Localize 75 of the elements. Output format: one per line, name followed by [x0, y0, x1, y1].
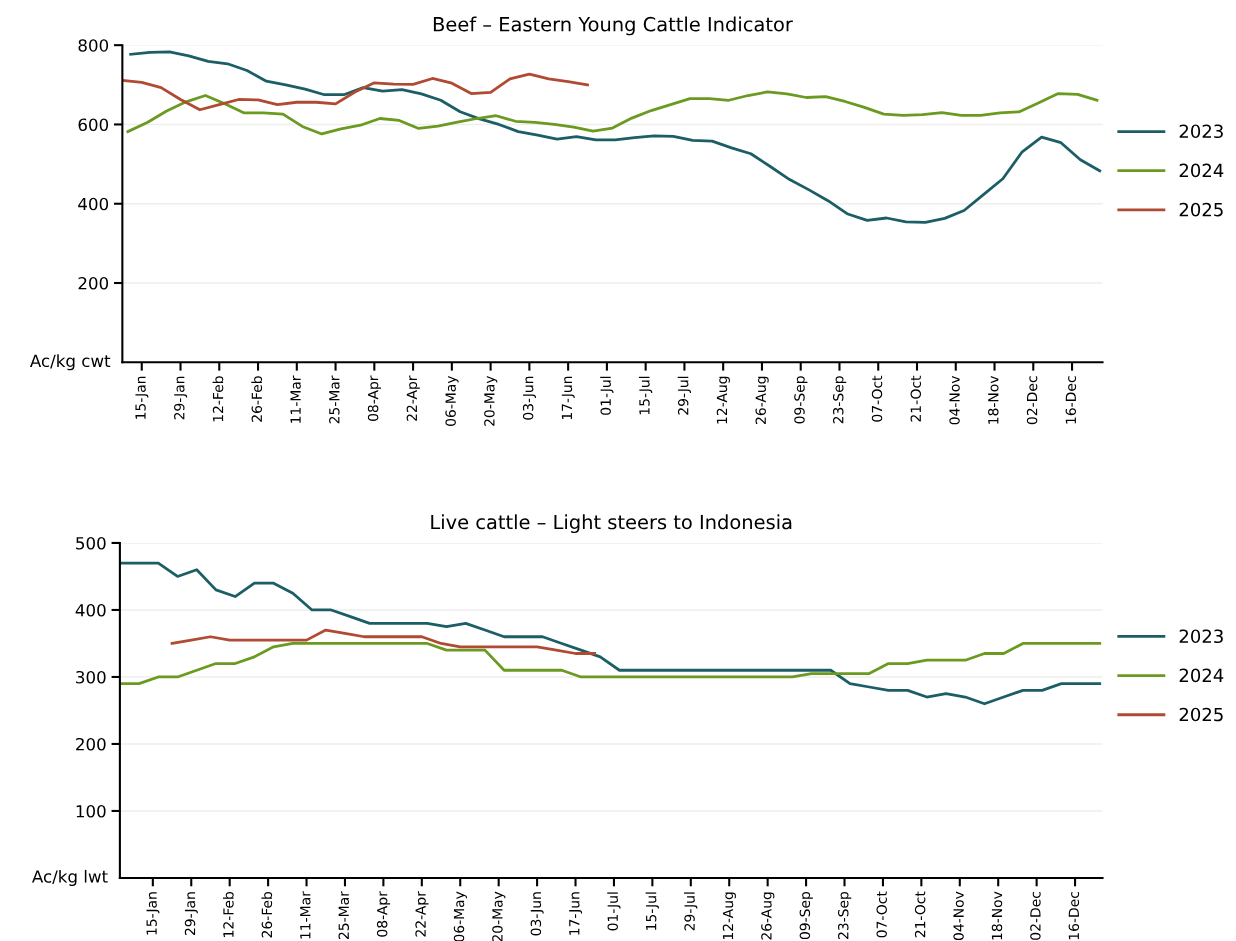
x-tick-label: 06-May	[453, 891, 467, 941]
x-tick-label: 16-Dec	[1068, 892, 1080, 940]
chart-title: Beef – Eastern Young Cattle Indicator	[433, 16, 793, 36]
y-axis-title: Ac/kg lwt	[32, 869, 108, 887]
x-tick-label: 25-Mar	[329, 375, 340, 424]
x-tick-label: 03-Jun	[530, 892, 544, 936]
line-series	[119, 561, 1102, 706]
y-axis-title: Ac/kg cwt	[29, 354, 111, 371]
x-tick-label: 08-Apr	[376, 891, 391, 937]
x-tick-label: 01-Jul	[600, 376, 614, 415]
legend-label: 2023	[1179, 124, 1223, 139]
x-tick-label: 21-Oct	[914, 891, 926, 938]
x-tick-label: 17-Jun	[561, 376, 575, 420]
chart-title: Live cattle – Light steers to Indonesia	[431, 514, 792, 534]
x-tick-label: 07-Oct	[871, 375, 883, 422]
x-tick-label: 16-Dec	[1065, 376, 1077, 424]
x-tick-label: 11-Mar	[300, 891, 311, 939]
y-tick-label: 600	[78, 118, 109, 132]
legend-label: 2025	[1179, 202, 1223, 217]
x-tick-label: 02-Dec	[1030, 892, 1041, 940]
x-tick-label: 22-Apr	[406, 375, 420, 421]
x-tick-label: 18-Nov	[988, 375, 999, 424]
x-tick-label: 22-Apr	[415, 891, 429, 937]
x-tick-label: 29-Jan	[184, 892, 198, 936]
x-tick-label: 02-Dec	[1026, 376, 1038, 425]
x-tick-label: 29-Jul	[684, 892, 698, 931]
line-series	[122, 72, 589, 112]
x-tick-label: 04-Nov	[949, 375, 960, 425]
x-tick-label: 12-Aug	[716, 376, 730, 424]
x-tick-label: 15-Jan	[146, 892, 160, 935]
x-tick-label: 20-May	[492, 891, 506, 941]
x-tick-label: 12-Feb	[212, 376, 224, 422]
line-series	[170, 628, 597, 655]
x-tick-label: 26-Aug	[755, 376, 769, 424]
x-tick-label: 21-Oct	[910, 375, 922, 422]
x-tick-label: 03-Jun	[522, 376, 536, 420]
y-tick-label: 300	[76, 670, 106, 684]
y-tick-label: 100	[76, 804, 106, 818]
x-tick-label: 06-May	[445, 375, 459, 426]
x-tick-label: 26-Feb	[261, 891, 273, 938]
legend-label: 2025	[1179, 707, 1223, 722]
x-tick-label: 29-Jan	[174, 376, 188, 420]
y-tick-label: 200	[78, 276, 109, 290]
y-tick-label: 200	[76, 737, 106, 751]
x-tick-label: 25-Mar	[338, 891, 349, 940]
y-tick-label: 400	[78, 197, 109, 211]
x-tick-label: 15-Jul	[638, 376, 653, 415]
x-tick-label: 18-Nov	[991, 891, 1003, 940]
x-tick-label: 26-Feb	[251, 376, 263, 422]
x-tick-label: 09-Sep	[799, 891, 813, 940]
legend-label: 2024	[1179, 668, 1224, 683]
x-tick-label: 12-Aug	[722, 892, 736, 940]
line-series	[126, 90, 1099, 136]
x-tick-label: 11-Mar	[290, 375, 301, 423]
x-tick-label: 08-Apr	[367, 375, 382, 421]
y-tick-label: 800	[78, 39, 109, 52]
x-tick-label: 12-Feb	[222, 891, 234, 937]
y-tick-label: 500	[76, 536, 106, 550]
x-tick-label: 23-Sep	[838, 891, 852, 939]
x-tick-label: 17-Jun	[569, 892, 583, 935]
legend-label: 2023	[1179, 629, 1223, 644]
line-series	[129, 50, 1102, 224]
y-tick-label: 400	[75, 603, 106, 617]
x-tick-label: 07-Oct	[876, 891, 887, 938]
x-tick-label: 01-Jul	[607, 892, 621, 931]
x-tick-label: 09-Sep	[794, 376, 808, 424]
x-tick-label: 15-Jul	[645, 892, 659, 930]
x-tick-label: 26-Aug	[761, 892, 775, 940]
x-tick-label: 15-Jan	[135, 376, 149, 419]
legend-label: 2024	[1179, 163, 1224, 178]
line-series	[119, 642, 1102, 686]
x-tick-label: 20-May	[484, 375, 498, 426]
x-tick-label: 23-Sep	[833, 376, 847, 424]
x-tick-label: 04-Nov	[953, 891, 964, 941]
x-tick-label: 29-Jul	[677, 376, 692, 415]
